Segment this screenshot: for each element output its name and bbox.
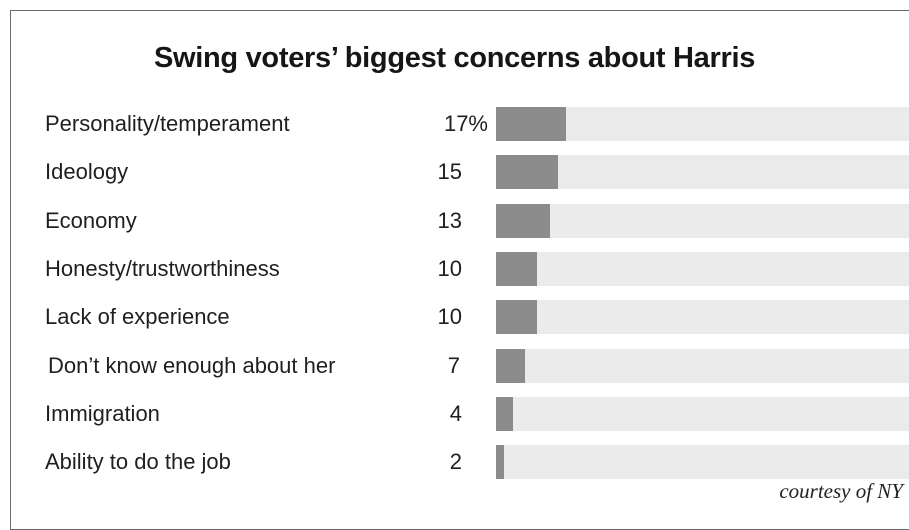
bar-value-label: 10 <box>437 255 462 281</box>
bar-track <box>496 155 909 190</box>
bar <box>496 445 505 480</box>
bar-label: Honesty/trustworthiness <box>45 255 280 281</box>
bar <box>496 348 525 383</box>
bar-value-label: 13 <box>437 207 462 233</box>
bar-value-label: 2 <box>449 449 462 475</box>
bar-label: Immigration <box>45 400 160 426</box>
bar-track <box>496 203 909 238</box>
credit-text: courtesy of NY <box>773 479 903 503</box>
bar <box>496 107 567 141</box>
bar-value-label: 4 <box>449 400 462 426</box>
bar-label: Economy <box>45 207 137 233</box>
bar-track <box>496 396 909 431</box>
bar-track <box>496 348 909 383</box>
bar-track <box>496 445 909 480</box>
bar-value-label: 10 <box>437 304 462 330</box>
bar-label: Don’t know enough about her <box>48 352 336 378</box>
chart-title: Swing voters’ biggest concerns about Har… <box>153 42 756 74</box>
bar-value-label: 7 <box>447 352 460 378</box>
bar-track <box>496 107 909 141</box>
bar <box>496 203 550 238</box>
bar-label: Ability to do the job <box>45 449 231 475</box>
bar <box>496 155 558 190</box>
bar <box>496 251 538 286</box>
bar-value-label: 15 <box>437 159 462 185</box>
bar-value-label: 17% <box>443 111 488 136</box>
bar-label: Lack of experience <box>45 304 230 330</box>
bar-label: Ideology <box>45 159 129 185</box>
bar-track <box>496 251 909 286</box>
bar-label: Personality/temperament <box>45 111 290 136</box>
bar-track <box>496 300 909 335</box>
bar <box>496 396 513 431</box>
bar-chart: Personality/temperament 17% Ideology 15 Econ… <box>45 107 909 480</box>
bar <box>496 300 538 335</box>
